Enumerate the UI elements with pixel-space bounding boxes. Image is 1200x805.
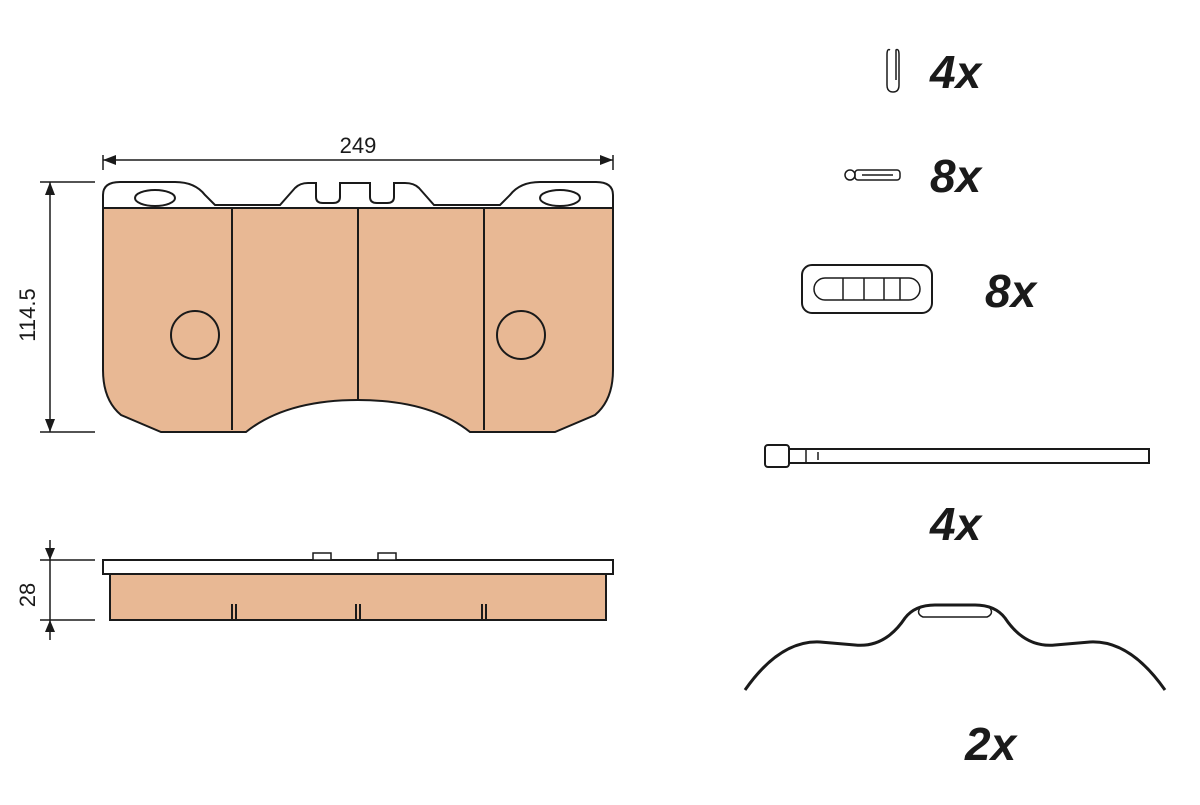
hardware-spring-icon — [745, 605, 1165, 690]
width-dimension: 249 — [340, 133, 377, 158]
brake-pad-front-view: 249 114.5 — [15, 133, 613, 432]
thickness-dimension: 28 — [15, 583, 40, 607]
hardware-clip-icon — [887, 50, 899, 92]
hardware-retainer-icon — [802, 265, 932, 313]
technical-drawing: 249 114.5 28 — [0, 0, 1200, 800]
bolt-quantity: 4x — [929, 498, 984, 550]
spring-quantity: 2x — [964, 718, 1019, 770]
brake-pad-side-view: 28 — [15, 540, 613, 640]
hardware-pin-icon — [845, 170, 900, 180]
hardware-bolt-icon — [765, 445, 1149, 467]
clip-quantity: 4x — [929, 46, 984, 98]
retainer-quantity: 8x — [985, 265, 1039, 317]
height-dimension: 114.5 — [15, 288, 40, 341]
pin-quantity: 8x — [930, 150, 984, 202]
